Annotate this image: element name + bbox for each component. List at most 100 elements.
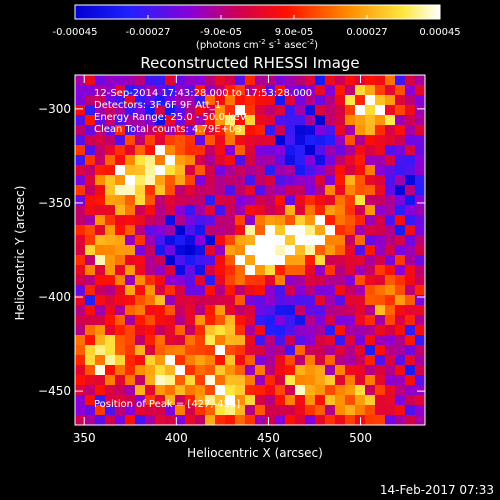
heatmap-cell — [415, 335, 426, 346]
heatmap-cell — [125, 75, 136, 86]
heatmap-cell — [265, 175, 276, 186]
heatmap-cell — [295, 105, 306, 116]
heatmap-cell — [215, 365, 226, 376]
heatmap-cell — [115, 135, 126, 146]
heatmap-cell — [95, 135, 106, 146]
heatmap-cell — [95, 315, 106, 326]
heatmap-cell — [295, 315, 306, 326]
heatmap-cell — [275, 395, 286, 406]
heatmap-cell — [345, 325, 356, 336]
heatmap-cell — [355, 135, 366, 146]
heatmap-cell — [225, 265, 236, 276]
heatmap-cell — [345, 335, 356, 346]
heatmap-cell — [215, 165, 226, 176]
heatmap-cell — [375, 95, 386, 106]
heatmap-cell — [345, 265, 356, 276]
heatmap-cell — [305, 405, 316, 416]
heatmap-cell — [345, 395, 356, 406]
heatmap-cell — [225, 245, 236, 256]
heatmap-cell — [85, 105, 96, 116]
heatmap-cell — [355, 145, 366, 156]
heatmap-cell — [215, 355, 226, 366]
heatmap-cell — [385, 215, 396, 226]
heatmap-cell — [215, 185, 226, 196]
heatmap-cell — [105, 325, 116, 336]
heatmap-cell — [95, 75, 106, 86]
heatmap-cell — [245, 145, 256, 156]
heatmap-cell — [125, 295, 136, 306]
heatmap-cell — [345, 215, 356, 226]
colorbar-label: (photons cm-2 s-1 asec-2) — [196, 38, 318, 51]
heatmap-cell — [155, 75, 166, 86]
heatmap-cell — [145, 375, 156, 386]
heatmap-cell — [305, 275, 316, 286]
heatmap-cell — [105, 275, 116, 286]
heatmap-cell — [265, 335, 276, 346]
heatmap-cell — [375, 415, 386, 426]
heatmap-cell — [385, 185, 396, 196]
heatmap-cell — [205, 115, 216, 126]
annotation-clean-counts: Clean Total counts: 4.79E+03 — [94, 124, 242, 135]
heatmap-cell — [95, 105, 106, 116]
y-axis-label: Heliocentric Y (arcsec) — [13, 186, 27, 321]
heatmap-cell — [295, 215, 306, 226]
heatmap-cell — [165, 235, 176, 246]
colorbar-frame — [74, 4, 441, 20]
heatmap-cell — [255, 75, 266, 86]
heatmap-cell — [235, 115, 246, 126]
heatmap-cell — [175, 335, 186, 346]
heatmap-cell — [255, 325, 266, 336]
heatmap-cell — [95, 385, 106, 396]
heatmap-cell — [195, 225, 206, 236]
heatmap-cell — [195, 255, 206, 266]
heatmap-cell — [325, 175, 336, 186]
heatmap-cell — [405, 225, 416, 236]
heatmap-cell — [415, 125, 426, 136]
heatmap-cell — [155, 295, 166, 306]
heatmap-cell — [75, 255, 86, 266]
heatmap-cell — [225, 135, 236, 146]
heatmap-cell — [385, 345, 396, 356]
heatmap-cell — [145, 395, 156, 406]
heatmap-cell — [75, 375, 86, 386]
heatmap-cell — [165, 265, 176, 276]
heatmap-cell — [165, 245, 176, 256]
heatmap-cell — [385, 205, 396, 216]
heatmap-cell — [285, 305, 296, 316]
heatmap-cell — [295, 125, 306, 136]
heatmap-cell — [105, 125, 116, 136]
heatmap-cell — [245, 85, 256, 96]
heatmap-cell — [265, 305, 276, 316]
heatmap-cell — [385, 85, 396, 96]
heatmap-cell — [415, 405, 426, 416]
heatmap-cell — [75, 165, 86, 176]
heatmap-cell — [205, 345, 216, 356]
heatmap-cell — [305, 185, 316, 196]
heatmap-cell — [305, 205, 316, 216]
heatmap-cell — [375, 405, 386, 416]
heatmap-cell — [175, 355, 186, 366]
heatmap-cell — [395, 385, 406, 396]
heatmap-cell — [385, 265, 396, 276]
heatmap-cell — [405, 125, 416, 136]
heatmap-cell — [225, 255, 236, 266]
heatmap-cell — [145, 225, 156, 236]
heatmap-cell — [215, 175, 226, 186]
heatmap-cell — [315, 195, 326, 206]
heatmap-cell — [395, 225, 406, 236]
heatmap-cell — [95, 95, 106, 106]
heatmap-cell — [105, 395, 116, 406]
heatmap-cell — [115, 405, 126, 416]
heatmap-cell — [375, 325, 386, 336]
heatmap-cell — [345, 95, 356, 106]
heatmap-cell — [275, 415, 286, 426]
heatmap-cell — [265, 205, 276, 216]
heatmap-cell — [135, 225, 146, 236]
heatmap-cell — [75, 125, 86, 136]
heatmap-cell — [405, 205, 416, 216]
heatmap-cell — [155, 175, 166, 186]
heatmap-cell — [345, 345, 356, 356]
heatmap-cell — [135, 295, 146, 306]
heatmap-cell — [75, 315, 86, 326]
heatmap-cell — [255, 125, 266, 136]
